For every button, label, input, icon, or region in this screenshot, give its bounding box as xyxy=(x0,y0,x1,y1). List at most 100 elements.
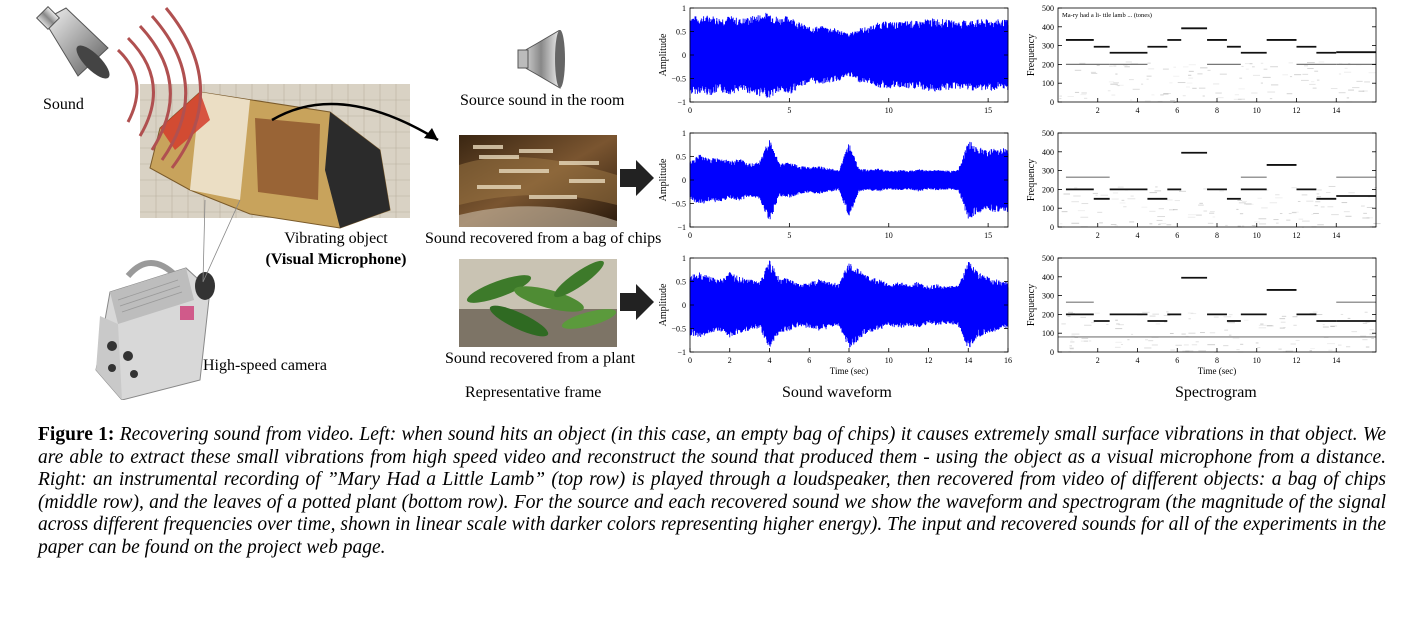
noise-mark xyxy=(1110,83,1118,85)
noise-mark xyxy=(1107,90,1111,92)
noise-mark xyxy=(1365,321,1370,323)
noise-mark xyxy=(1092,192,1098,194)
y-tick-label: 400 xyxy=(1042,273,1054,282)
noise-mark xyxy=(1241,200,1247,202)
noise-mark xyxy=(1291,187,1297,189)
noise-mark xyxy=(1365,346,1370,348)
y-tick-label: −1 xyxy=(677,223,686,232)
noise-mark xyxy=(1152,313,1159,315)
noise-mark xyxy=(1112,192,1119,194)
noise-mark xyxy=(1343,211,1350,213)
noise-mark xyxy=(1315,201,1321,203)
noise-mark xyxy=(1081,203,1089,205)
noise-mark xyxy=(1163,93,1171,95)
noise-mark xyxy=(1158,208,1164,210)
noise-mark xyxy=(1245,203,1254,205)
x-tick-label: 16 xyxy=(1004,356,1012,365)
x-tick-label: 8 xyxy=(847,356,851,365)
noise-mark xyxy=(1100,194,1109,196)
x-tick-label: 4 xyxy=(1136,231,1140,240)
noise-mark xyxy=(1110,224,1117,226)
noise-mark xyxy=(1151,344,1158,346)
noise-mark xyxy=(1302,73,1309,75)
noise-mark xyxy=(1190,313,1197,315)
y-tick-label: 1 xyxy=(682,129,686,138)
noise-mark xyxy=(1290,343,1296,345)
x-tick-label: 6 xyxy=(1175,356,1179,365)
noise-mark xyxy=(1306,62,1315,64)
noise-mark xyxy=(1124,66,1130,68)
noise-mark xyxy=(1158,223,1167,225)
y-tick-label: −0.5 xyxy=(671,75,686,84)
noise-mark xyxy=(1234,94,1239,96)
noise-mark xyxy=(1070,341,1075,343)
noise-mark xyxy=(1309,83,1316,85)
noise-mark xyxy=(1120,343,1123,345)
noise-mark xyxy=(1199,202,1203,204)
chips-bag-image xyxy=(149,91,391,229)
noise-mark xyxy=(1106,323,1109,325)
noise-mark xyxy=(1327,206,1334,208)
noise-mark xyxy=(1149,223,1153,225)
noise-mark xyxy=(1223,345,1229,347)
noise-mark xyxy=(1276,222,1279,224)
noise-mark xyxy=(1213,316,1219,318)
noise-mark xyxy=(1166,224,1172,226)
noise-mark xyxy=(1114,225,1118,227)
noise-mark xyxy=(1244,319,1249,321)
noise-mark xyxy=(1348,89,1355,91)
noise-mark xyxy=(1173,209,1178,211)
noise-mark xyxy=(1348,192,1355,194)
noise-mark xyxy=(1166,311,1169,313)
noise-mark xyxy=(1262,76,1271,78)
noise-mark xyxy=(1360,205,1365,207)
x-tick-label: 0 xyxy=(688,106,692,115)
noise-mark xyxy=(1291,212,1297,214)
noise-mark xyxy=(1079,62,1086,64)
noise-mark xyxy=(1145,339,1149,341)
y-tick-label: −1 xyxy=(677,348,686,357)
noise-mark xyxy=(1343,71,1352,73)
spectrogram-background xyxy=(1058,8,1376,102)
y-tick-label: 200 xyxy=(1042,310,1054,319)
noise-mark xyxy=(1187,214,1196,216)
noise-mark xyxy=(1249,63,1253,65)
noise-mark xyxy=(1219,73,1227,75)
noise-mark xyxy=(1148,68,1155,70)
noise-mark xyxy=(1209,212,1215,214)
x-tick-label: 10 xyxy=(885,106,893,115)
y-tick-label: 400 xyxy=(1042,148,1054,157)
noise-mark xyxy=(1097,211,1103,213)
noise-mark xyxy=(1358,90,1365,92)
visual-microphone-label: (Visual Microphone) xyxy=(265,251,407,268)
y-tick-label: 0 xyxy=(682,51,686,60)
noise-mark xyxy=(1081,337,1089,339)
noise-mark xyxy=(1186,82,1193,84)
noise-mark xyxy=(1096,64,1100,66)
noise-mark xyxy=(1132,88,1140,90)
y-tick-label: 0.5 xyxy=(676,278,686,287)
noise-mark xyxy=(1074,187,1078,189)
noise-mark xyxy=(1263,68,1268,70)
noise-mark xyxy=(1209,211,1215,213)
noise-mark xyxy=(1306,200,1314,202)
noise-mark xyxy=(1073,195,1081,197)
arrow-right-icon xyxy=(620,160,654,196)
noise-mark xyxy=(1067,95,1074,97)
noise-mark xyxy=(1157,101,1163,103)
noise-mark xyxy=(1121,199,1125,201)
noise-mark xyxy=(1322,324,1325,326)
noise-mark xyxy=(1071,333,1080,335)
noise-mark xyxy=(1279,213,1283,215)
noise-mark xyxy=(1144,100,1151,102)
high-speed-camera-image xyxy=(95,260,215,400)
noise-mark xyxy=(1311,213,1314,215)
y-tick-label: 0 xyxy=(1050,348,1054,357)
noise-mark xyxy=(1254,221,1260,223)
noise-mark xyxy=(1322,326,1329,328)
noise-mark xyxy=(1293,324,1297,326)
noise-mark xyxy=(1314,70,1319,72)
noise-mark xyxy=(1304,65,1309,67)
noise-mark xyxy=(1278,348,1282,350)
loudspeaker-icon xyxy=(35,5,110,79)
